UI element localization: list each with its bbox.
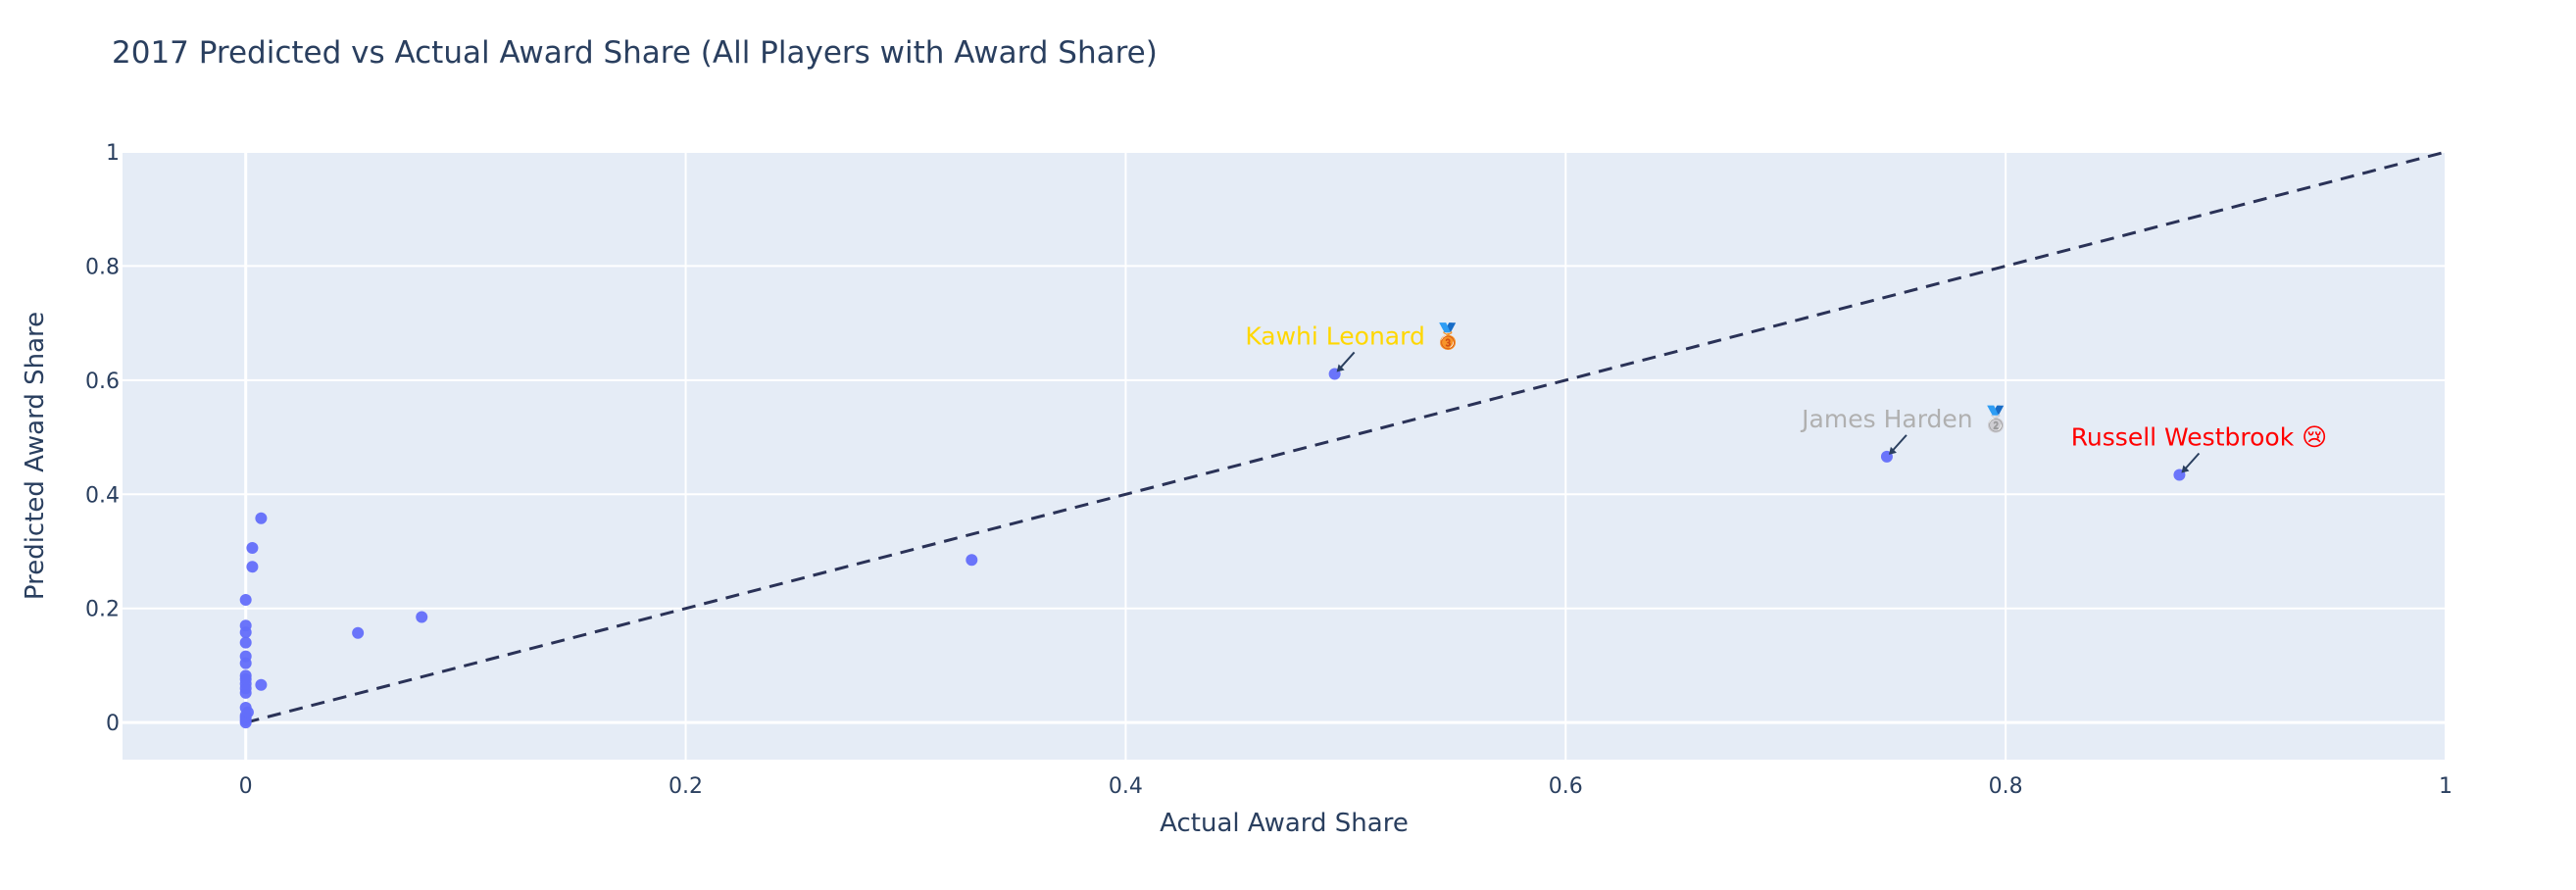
scatter-point xyxy=(246,542,259,555)
scatter-point xyxy=(239,702,252,715)
diagonal-reference-line xyxy=(245,150,2447,724)
arrow-head-icon xyxy=(1336,364,1345,372)
scatter-point xyxy=(239,619,252,632)
x-tick-label: 0 xyxy=(239,774,253,799)
chart-title: 2017 Predicted vs Actual Award Share (Al… xyxy=(112,35,1158,71)
x-tick-label: 0.2 xyxy=(669,774,703,799)
y-tick-label: 0.4 xyxy=(85,483,120,508)
gridlines xyxy=(123,151,2447,760)
annotation-label: James Harden 🥈 xyxy=(1800,405,2011,434)
arrow-head-icon xyxy=(2181,465,2190,473)
y-tick-label: 0.6 xyxy=(85,370,120,394)
arrow-head-icon xyxy=(1888,446,1897,455)
tick-labels: 0 0.2 0.4 0.6 0.8 1 0 0.2 0.4 0.6 0.8 1 xyxy=(85,141,2452,799)
scatter-point xyxy=(966,554,978,567)
scatter-point xyxy=(416,611,428,623)
scatter-point xyxy=(255,678,268,691)
x-axis-title: Actual Award Share xyxy=(1160,809,1409,838)
y-tick-label: 1 xyxy=(106,141,120,166)
annotations: Kawhi Leonard 🥉 James Harden 🥈 Russell Wes… xyxy=(1245,321,2328,473)
scatter-point xyxy=(255,512,268,524)
scatter-point xyxy=(239,636,252,649)
annotation-label: Russell Westbrook 😢 xyxy=(2071,423,2328,452)
x-tick-label: 0.8 xyxy=(1989,774,2023,799)
y-tick-label: 0.2 xyxy=(85,598,120,622)
scatter-point xyxy=(246,561,259,573)
scatter-point xyxy=(239,593,252,606)
x-tick-label: 1 xyxy=(2439,774,2452,799)
y-tick-label: 0.8 xyxy=(85,255,120,279)
y-tick-label: 0 xyxy=(106,712,120,736)
x-tick-label: 0.6 xyxy=(1549,774,1583,799)
y-axis-title: Predicted Award Share xyxy=(21,312,50,600)
x-tick-label: 0.4 xyxy=(1109,774,1143,799)
scatter-point xyxy=(352,626,365,639)
annotation-label: Kawhi Leonard 🥉 xyxy=(1245,321,1463,351)
scatter-point xyxy=(239,669,252,682)
scatter-point xyxy=(239,650,252,663)
reference-line-layer xyxy=(245,150,2447,724)
plot-area xyxy=(123,152,2446,760)
data-points xyxy=(239,368,2186,729)
